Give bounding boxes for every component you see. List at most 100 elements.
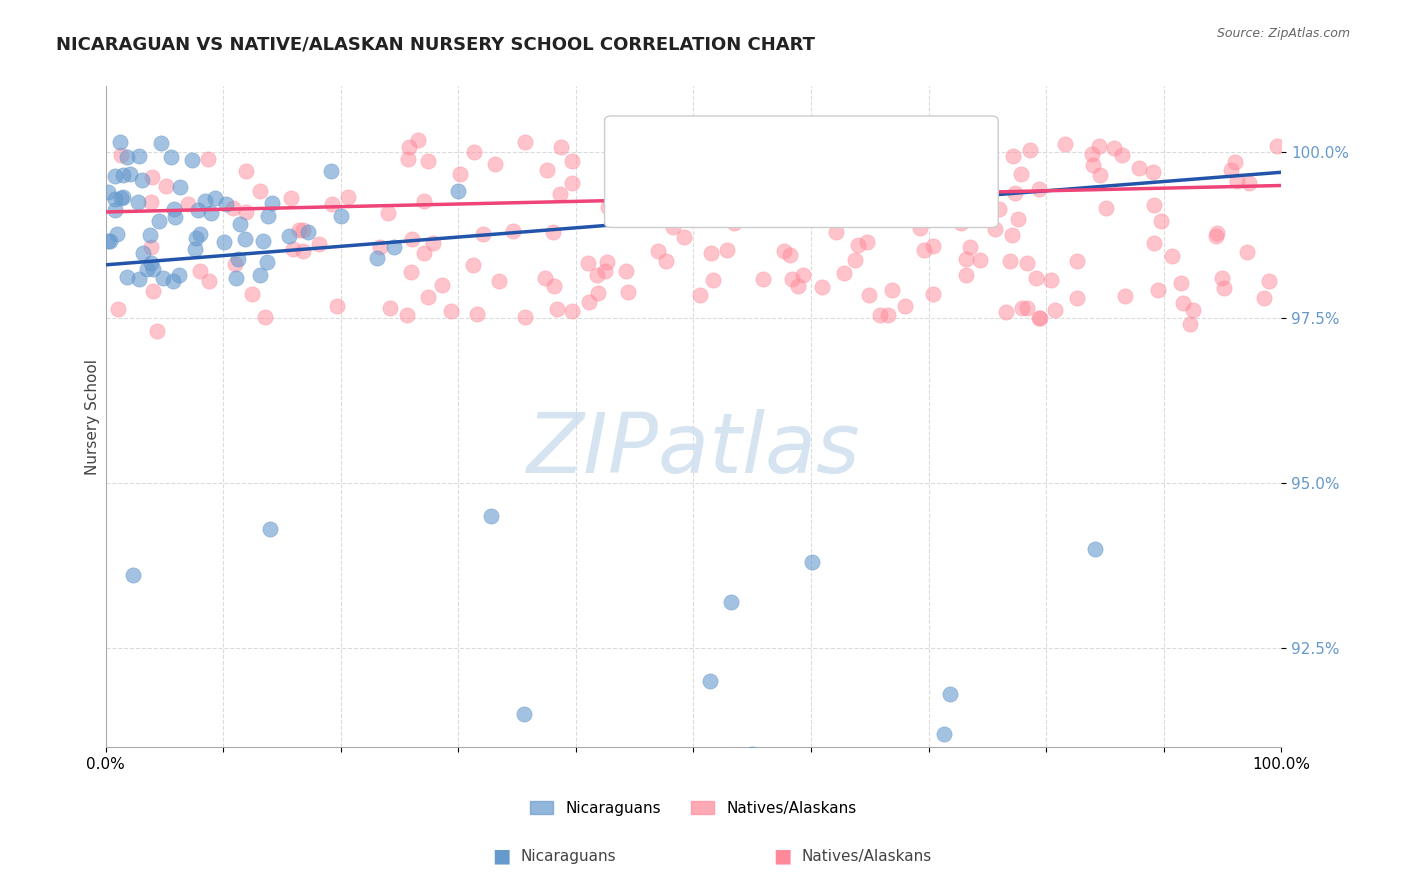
Point [823,154,845,169]
Point [703,193,725,207]
Point [1220,162,1243,177]
Point [1040,273,1063,287]
Point [638,139,661,153]
Point [336,190,359,204]
Point [1143,198,1166,212]
Point [1142,165,1164,179]
Point [689,287,711,301]
Point [838,180,860,194]
Point [1150,214,1173,228]
Point [152,270,174,285]
Point [1265,139,1288,153]
Point [169,268,191,283]
Point [1213,281,1236,295]
Point [122,568,145,582]
Point [479,508,502,523]
Point [1007,211,1029,226]
Text: ZIPatlas: ZIPatlas [527,409,860,491]
Point [188,263,211,277]
Point [1066,253,1088,268]
Point [401,232,423,246]
Point [825,225,848,239]
Point [1019,144,1042,158]
Point [614,264,637,278]
Point [1010,167,1032,181]
Point [699,674,721,689]
Point [1237,176,1260,190]
Text: 196: 196 [813,185,845,199]
Point [1001,227,1024,242]
Point [786,279,808,293]
Point [1226,174,1249,188]
Point [280,191,302,205]
Point [184,243,207,257]
Legend: Nicaraguans, Natives/Alaskans: Nicaraguans, Natives/Alaskans [524,795,863,822]
Point [1225,154,1247,169]
Text: ■: ■ [773,847,792,866]
Text: ■: ■ [623,182,641,202]
Point [655,254,678,268]
Point [799,145,821,160]
Point [810,280,832,294]
Point [860,155,883,169]
Point [846,238,869,252]
Point [894,299,917,313]
Point [1084,542,1107,557]
Point [832,266,855,280]
Point [928,141,950,155]
Point [287,222,309,236]
Point [720,595,742,609]
Point [222,202,245,216]
Point [550,140,572,154]
Point [941,162,963,177]
Point [159,150,181,164]
Point [162,274,184,288]
Point [969,253,991,268]
Point [723,216,745,230]
Point [1081,147,1104,161]
Point [131,173,153,187]
Text: NICARAGUAN VS NATIVE/ALASKAN NURSERY SCHOOL CORRELATION CHART: NICARAGUAN VS NATIVE/ALASKAN NURSERY SCH… [56,36,815,54]
Point [319,164,342,178]
Point [103,202,125,217]
Point [377,206,399,220]
Point [235,163,257,178]
Point [440,304,463,318]
Point [1054,137,1077,152]
Point [177,196,200,211]
Point [1189,754,1212,768]
Point [277,228,299,243]
Point [115,270,138,285]
Point [939,688,962,702]
Point [1143,235,1166,250]
Point [856,235,879,249]
Point [128,272,150,286]
Point [955,252,977,266]
Point [546,302,568,317]
Point [1170,277,1192,291]
Point [412,194,434,209]
Point [1029,310,1052,325]
Point [141,256,163,270]
Point [396,152,419,166]
Text: Source: ZipAtlas.com: Source: ZipAtlas.com [1216,27,1350,40]
Point [107,301,129,316]
Point [911,169,934,183]
Point [922,286,945,301]
Text: 0.301: 0.301 [689,149,737,163]
Point [471,227,494,242]
Point [325,299,347,313]
Point [585,268,607,283]
Point [800,555,823,569]
Point [536,163,558,178]
Point [696,133,718,147]
Text: R =: R = [643,185,676,199]
Point [97,185,120,199]
Point [1028,310,1050,325]
Point [741,747,763,761]
Point [155,178,177,193]
Point [513,135,536,149]
Point [647,244,669,259]
Point [1028,182,1050,196]
Point [588,286,610,301]
